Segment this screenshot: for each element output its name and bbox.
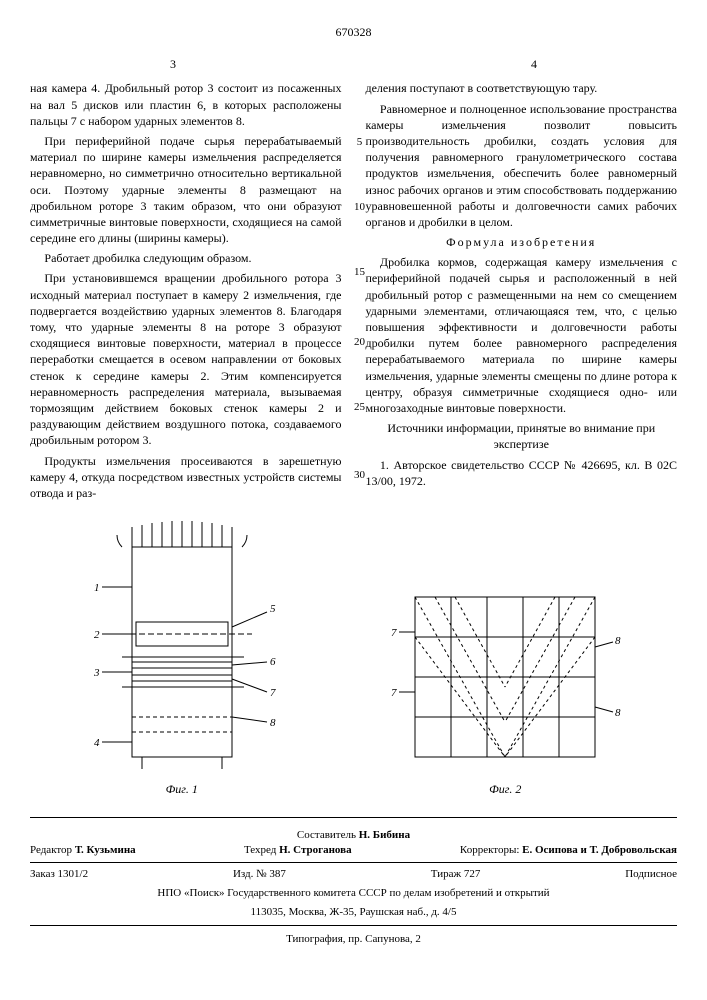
- fig2-label: 8: [615, 707, 621, 719]
- order: Заказ 1301/2: [30, 867, 88, 882]
- fig2-label: 8: [615, 635, 621, 647]
- body-columns: 5 10 15 20 25 30 ная камера 4. Дробильны…: [30, 80, 677, 501]
- line-num: 5: [354, 135, 366, 150]
- org: НПО «Поиск» Государственного комитета СС…: [30, 886, 677, 901]
- corr-label: Корректоры:: [460, 844, 519, 856]
- line-num: 30: [354, 468, 366, 483]
- fig2-caption: Фиг. 2: [385, 781, 625, 797]
- fig1-label: 4: [94, 737, 100, 749]
- fig2-label: 7: [391, 687, 397, 699]
- composer-name: Н. Бибина: [359, 829, 410, 841]
- fig1-label: 3: [93, 667, 100, 679]
- credits-row: Редактор Т. Кузьмина Техред Н. Строганов…: [30, 843, 677, 858]
- paragraph: При установившемся вращении дробильного …: [30, 270, 342, 448]
- editor-label: Редактор: [30, 844, 72, 856]
- page-right: 4: [531, 56, 537, 72]
- fig1-caption: Фиг. 1: [82, 781, 282, 797]
- paragraph: Работает дробилка следующим образом.: [30, 250, 342, 266]
- paragraph: деления поступают в соответствующую тару…: [366, 80, 678, 96]
- print-row: Заказ 1301/2 Изд. № 387 Тираж 727 Подпис…: [30, 867, 677, 882]
- figure-1: 1 2 3 4 5 6 7 8 Фиг. 1: [82, 517, 282, 797]
- figure-1-svg: 1 2 3 4 5 6 7 8: [82, 517, 282, 777]
- figure-2-svg: 7 7 8 8: [385, 577, 625, 777]
- fig1-label: 5: [270, 603, 276, 615]
- figure-2: 7 7 8 8 Фиг. 2: [385, 577, 625, 797]
- paragraph: Дробилка кормов, содержащая камеру измел…: [366, 254, 678, 416]
- fig1-label: 2: [94, 629, 100, 641]
- page-numbers: 3 4: [30, 56, 677, 72]
- paragraph: Равномерное и полноценное использование …: [366, 101, 678, 231]
- tech-label: Техред: [244, 844, 276, 856]
- composer-label: Составитель: [297, 829, 356, 841]
- figures-row: 1 2 3 4 5 6 7 8 Фиг. 1: [30, 517, 677, 797]
- formula-title: Формула изобретения: [366, 234, 678, 250]
- page-left: 3: [170, 56, 176, 72]
- paragraph: 1. Авторское свидетельство СССР № 426695…: [366, 457, 678, 489]
- fig2-label: 7: [391, 627, 397, 639]
- line-num: 20: [354, 335, 366, 350]
- tech-cell: Техред Н. Строганова: [244, 843, 352, 858]
- typography-line: Типография, пр. Сапунова, 2: [30, 932, 677, 947]
- fig1-label: 1: [94, 582, 100, 594]
- paragraph: ная камера 4. Дробильный ротор 3 состоит…: [30, 80, 342, 129]
- editor-cell: Редактор Т. Кузьмина: [30, 843, 136, 858]
- corr-cell: Корректоры: Е. Осипова и Т. Добровольска…: [460, 843, 677, 858]
- fig1-label: 7: [270, 687, 276, 699]
- footer-block: Составитель Н. Бибина Редактор Т. Кузьми…: [30, 817, 677, 926]
- corr-names: Е. Осипова и Т. Добровольская: [522, 844, 677, 856]
- tech-name: Н. Строганова: [279, 844, 352, 856]
- paragraph: При периферийной подаче сырья перерабаты…: [30, 133, 342, 246]
- fig1-label: 6: [270, 656, 276, 668]
- editor-name: Т. Кузьмина: [75, 844, 136, 856]
- line-num: 10: [354, 200, 366, 215]
- composer-row: Составитель Н. Бибина: [30, 828, 677, 843]
- addr: 113035, Москва, Ж-35, Раушская наб., д. …: [30, 905, 677, 920]
- doc-number: 670328: [30, 24, 677, 40]
- paragraph: Продукты измельчения просеиваются в заре…: [30, 453, 342, 502]
- line-num: 25: [354, 400, 366, 415]
- izd: Изд. № 387: [233, 867, 286, 882]
- line-num: 15: [354, 265, 366, 280]
- tirazh: Тираж 727: [431, 867, 481, 882]
- sources-title: Источники информации, принятые во вниман…: [366, 420, 678, 452]
- sign: Подписное: [625, 867, 677, 882]
- fig1-label: 8: [270, 717, 276, 729]
